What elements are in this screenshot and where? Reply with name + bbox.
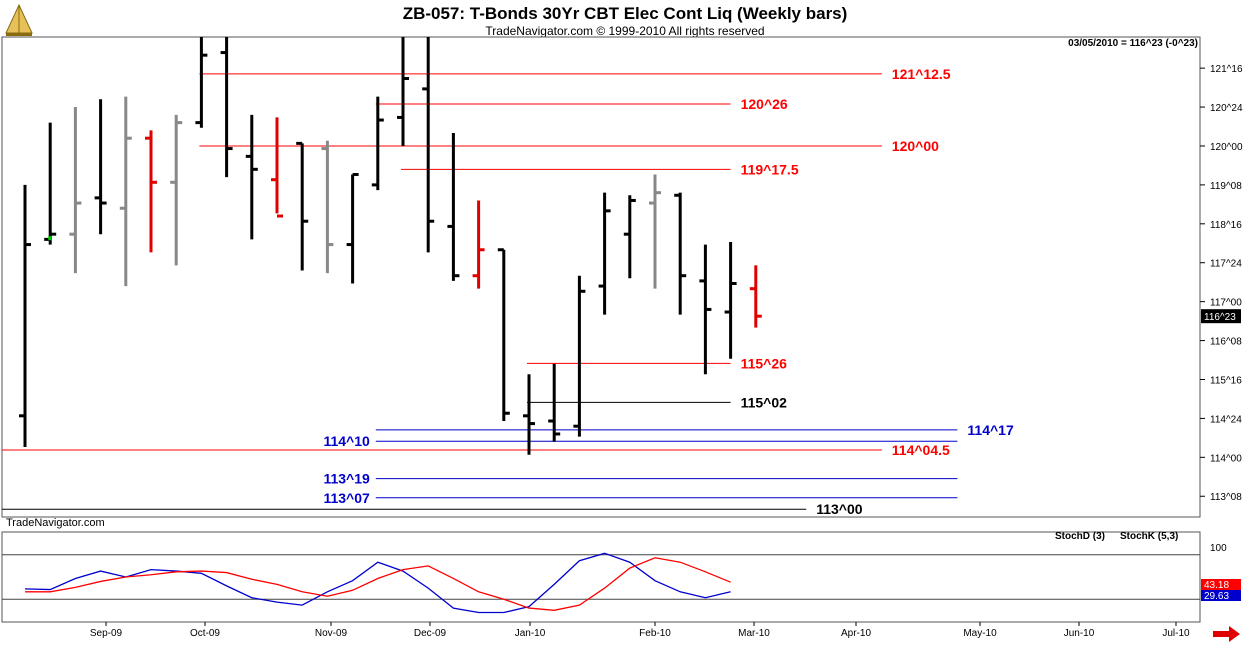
stochd-legend: StochD (3) <box>1055 531 1105 542</box>
y-tick-label: 114^00 <box>1210 453 1242 464</box>
level-label: 119^17.5 <box>741 161 799 177</box>
stoch-tick-100: 100 <box>1210 543 1227 554</box>
y-tick-label: 114^24 <box>1210 414 1242 425</box>
stochk-value-box <box>1201 590 1241 601</box>
credit-label: TradeNavigator.com <box>6 517 105 529</box>
y-tick-label: 113^08 <box>1210 492 1242 503</box>
level-label: 114^17 <box>967 422 1014 438</box>
level-label: 115^26 <box>741 355 788 371</box>
y-tick-label: 117^00 <box>1210 298 1242 309</box>
ohlc-marker <box>48 236 52 241</box>
level-label: 120^26 <box>741 96 788 112</box>
stochk-value-label: 29.63 <box>1204 591 1229 602</box>
stoch-panel-frame <box>1 531 1201 623</box>
x-tick-label: Jan-10 <box>515 628 546 639</box>
x-tick-label: Apr-10 <box>841 628 871 639</box>
x-tick-label: Dec-09 <box>414 628 447 639</box>
x-tick-label: Feb-10 <box>639 628 671 639</box>
x-tick-label: Mar-10 <box>738 628 770 639</box>
chart-title: ZB-057: T-Bonds 30Yr CBT Elec Cont Liq (… <box>402 4 848 23</box>
y-tick-label: 118^16 <box>1210 220 1242 231</box>
y-tick-label: 119^08 <box>1210 181 1242 192</box>
last-price-box <box>1201 309 1241 324</box>
stochd-value-label: 43.18 <box>1204 580 1229 591</box>
y-tick-label: 121^16 <box>1210 64 1243 75</box>
y-tick-label: 116^08 <box>1210 337 1242 348</box>
x-tick-label: Sep-09 <box>90 628 123 639</box>
x-tick-label: Jun-10 <box>1064 628 1095 639</box>
level-label: 113^19 <box>323 471 370 487</box>
level-label: 113^00 <box>816 501 863 517</box>
y-tick-label: 115^16 <box>1210 375 1242 386</box>
level-label: 114^10 <box>323 433 370 449</box>
price-panel-frame <box>1 36 1201 518</box>
last-quote: 03/05/2010 = 116^23 (-0^23) <box>1068 38 1198 49</box>
chart-subtitle: TradeNavigator.com © 1999-2010 All right… <box>485 24 765 38</box>
stochd-value-box <box>1201 579 1241 590</box>
stochk-legend: StochK (5,3) <box>1120 531 1179 542</box>
x-tick-label: Oct-09 <box>190 628 220 639</box>
x-tick-label: May-10 <box>963 628 997 639</box>
level-label: 114^04.5 <box>892 442 950 458</box>
stochd-line <box>25 557 731 611</box>
x-tick-label: Jul-10 <box>1162 628 1190 639</box>
stochk-line <box>24 552 731 614</box>
y-tick-label: 120^24 <box>1210 103 1243 114</box>
tradenavigator-logo-icon <box>4 3 34 37</box>
y-tick-label: 117^24 <box>1210 259 1242 270</box>
level-label: 113^07 <box>323 490 370 506</box>
x-tick-label: Nov-09 <box>315 628 348 639</box>
level-label: 120^00 <box>892 138 939 154</box>
last-price-label: 116^23 <box>1204 312 1236 323</box>
y-tick-label: 120^00 <box>1210 142 1243 153</box>
scroll-right-arrow-icon[interactable] <box>1213 626 1241 642</box>
level-label: 121^12.5 <box>892 66 951 82</box>
level-label: 115^02 <box>741 394 788 410</box>
